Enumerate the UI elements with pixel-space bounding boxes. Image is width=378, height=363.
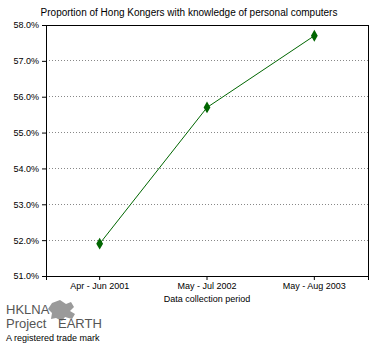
logo-text: A registered trade mark <box>6 333 100 343</box>
y-tick-label: 58.0% <box>13 20 39 30</box>
y-tick: 54.0% <box>13 164 46 174</box>
x-tick: Apr - Jun 2001 <box>70 276 129 291</box>
y-tick: 52.0% <box>13 236 46 246</box>
grid-line <box>46 96 368 97</box>
logo-text: Project <box>6 316 47 331</box>
y-tick-label: 54.0% <box>13 164 39 174</box>
x-tick-label: May - Aug 2003 <box>283 281 346 291</box>
y-tick-label: 51.0% <box>13 271 39 281</box>
y-tick-mark <box>42 61 46 62</box>
grid <box>46 25 368 276</box>
y-tick: 58.0% <box>13 20 46 30</box>
grid-line <box>46 204 368 205</box>
marker <box>311 30 318 42</box>
y-tick: 55.0% <box>13 128 46 138</box>
plot-frame <box>46 25 368 276</box>
y-tick: 51.0% <box>13 271 46 281</box>
y-tick-label: 55.0% <box>13 128 39 138</box>
y-tick: 57.0% <box>13 56 46 66</box>
x-axis-line <box>47 277 369 281</box>
x-tick-label: Apr - Jun 2001 <box>70 281 129 291</box>
grid-line <box>46 168 368 169</box>
y-tick-mark <box>42 97 46 98</box>
logo: HKLNAProject EARTH A registered trade mark <box>6 300 102 343</box>
y-tick-mark <box>42 240 46 241</box>
x-axis-title: Data collection period <box>164 294 251 304</box>
y-tick-mark <box>42 276 46 277</box>
y-tick-mark <box>42 168 46 169</box>
plot-area: 51.0% 52.0% 53.0% 54.0% 55.0% 56.0% 57.0% 58.0%… <box>13 20 368 291</box>
y-tick-label: 57.0% <box>13 56 39 66</box>
x-tick-label: May - Jul 2002 <box>177 281 236 291</box>
y-tick: 53.0% <box>13 200 46 210</box>
y-tick-label: 53.0% <box>13 200 39 210</box>
line <box>100 36 315 244</box>
y-axis-line <box>42 26 47 277</box>
y-tick-label: 56.0% <box>13 92 39 102</box>
title: Proportion of Hong Kongers with knowledg… <box>41 7 338 18</box>
grid-line <box>46 240 368 241</box>
y-axis: 51.0% 52.0% 53.0% 54.0% 55.0% 56.0% 57.0% 58.0% <box>13 20 46 281</box>
y-tick-label: 52.0% <box>13 236 39 246</box>
logo-text: EARTH <box>58 316 102 331</box>
x-axis: Apr - Jun 2001 May - Jul 2002 May - Aug 20… <box>47 276 369 291</box>
grid-line <box>46 132 368 133</box>
x-tick: May - Jul 2002 <box>177 276 236 291</box>
x-tick: May - Aug 2003 <box>283 276 346 291</box>
x-tick-mark <box>314 276 315 280</box>
x-tick-mark <box>207 276 208 280</box>
series <box>96 30 317 250</box>
y-tick: 56.0% <box>13 92 46 102</box>
y-tick-mark <box>42 25 46 26</box>
y-tick-mark <box>42 204 46 205</box>
x-tick-mark <box>99 276 100 280</box>
grid-line <box>46 60 368 61</box>
logo-text: HKLNA <box>6 302 50 317</box>
chart: Proportion of Hong Kongers with knowledg… <box>0 0 378 363</box>
marker <box>204 102 211 114</box>
marker <box>96 238 103 250</box>
y-tick-mark <box>42 133 46 134</box>
